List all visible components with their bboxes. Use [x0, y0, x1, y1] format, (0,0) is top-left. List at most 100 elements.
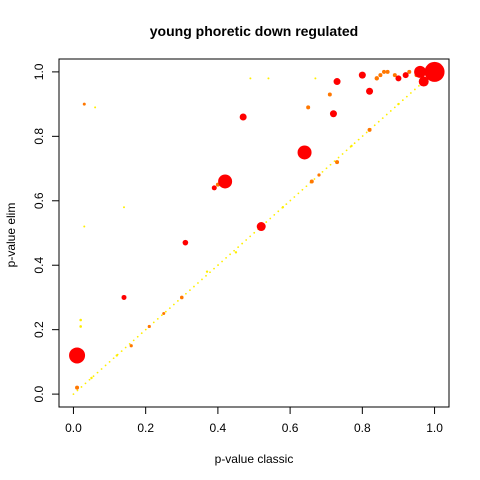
diagonal-point	[237, 246, 240, 249]
data-point	[374, 76, 379, 81]
data-point	[129, 344, 133, 348]
data-point	[82, 102, 86, 106]
diagonal-point	[124, 346, 127, 349]
diagonal-point	[221, 260, 223, 263]
diagonal-point	[197, 282, 199, 284]
diagonal-point	[136, 335, 139, 338]
diagonal-point	[172, 303, 175, 306]
x-tick-label: 1.0	[426, 421, 443, 435]
data-point	[115, 354, 118, 357]
diagonal-point	[273, 213, 276, 216]
diagonal-point	[249, 235, 252, 238]
data-point	[123, 206, 125, 209]
data-point	[297, 145, 312, 160]
diagonal-point	[144, 328, 147, 331]
data-point	[79, 325, 82, 328]
diagonal-point	[88, 378, 91, 381]
diagonal-point	[205, 274, 207, 277]
data-point	[329, 110, 337, 118]
diagonal-point	[96, 371, 99, 374]
x-tick-label: 0.6	[282, 421, 299, 435]
data-point	[397, 102, 400, 106]
data-point	[94, 106, 97, 109]
y-tick-label: 0.8	[32, 128, 46, 145]
diagonal-point	[225, 257, 227, 259]
diagonal-point	[373, 124, 376, 127]
diagonal-point	[241, 242, 244, 245]
diagonal-point	[104, 364, 107, 367]
diagonal-point	[168, 307, 171, 309]
diagonal-point	[293, 196, 296, 198]
diagonal-point	[305, 185, 308, 188]
diagonal-point	[132, 339, 135, 342]
data-point	[395, 75, 402, 82]
data-point	[309, 179, 314, 184]
diagonal-point	[233, 249, 236, 252]
data-point	[239, 113, 247, 121]
data-point	[218, 174, 233, 189]
data-point	[90, 376, 93, 380]
data-point	[121, 294, 127, 300]
y-axis: 0.0 0.2 0.4 0.6 0.8 1.0	[32, 63, 60, 402]
y-tick-label: 0.0	[32, 385, 46, 402]
x-tick-label: 0.2	[137, 421, 154, 435]
diagonal-point	[385, 113, 388, 116]
diagonal-point	[301, 188, 304, 191]
data-point	[407, 69, 412, 74]
diagonal-point	[108, 360, 111, 363]
y-tick-label: 0.6	[32, 192, 46, 209]
data-point	[69, 347, 86, 364]
data-point	[402, 72, 409, 79]
data-point	[211, 185, 217, 191]
data-point	[378, 73, 383, 78]
diagonal-point	[100, 368, 103, 370]
data-point	[267, 77, 270, 80]
data-point	[382, 69, 386, 74]
diagonal-point	[381, 117, 384, 120]
data-point	[367, 127, 372, 132]
diagonal-point	[193, 285, 195, 288]
data-point	[317, 173, 321, 177]
data-point	[182, 239, 189, 246]
diagonal-point	[80, 386, 83, 388]
diagonal-point	[345, 149, 348, 152]
diagonal-point	[313, 178, 316, 180]
diagonal-point	[189, 289, 191, 292]
x-tick-label: 0.0	[65, 421, 82, 435]
data-point	[256, 222, 266, 232]
diagonal-point	[341, 153, 344, 155]
data-point	[79, 318, 82, 322]
x-tick-label: 0.4	[210, 421, 227, 435]
diagonal-point	[357, 138, 360, 141]
diagonal-point	[413, 88, 416, 91]
data-point	[418, 76, 429, 87]
data-point	[205, 270, 209, 273]
data-point	[179, 295, 184, 300]
diagonal-point	[321, 170, 324, 173]
y-tick-label: 0.4	[32, 257, 46, 274]
diagonal-point	[229, 253, 232, 256]
diagonal-point	[84, 382, 87, 385]
diagonal-point	[120, 350, 123, 352]
data-point	[424, 61, 445, 82]
data-point	[350, 144, 353, 148]
diagonal-point	[337, 156, 340, 159]
diagonal-point	[112, 357, 115, 360]
diagonal-point	[365, 131, 368, 134]
plot-area	[69, 61, 445, 396]
diagonal-point	[213, 267, 215, 270]
diagonal-point	[209, 271, 211, 274]
diagonal-point	[128, 343, 131, 345]
diagonal-point	[201, 278, 203, 281]
data-point	[333, 78, 341, 86]
diagonal-point	[160, 314, 163, 317]
diagonal-point	[156, 317, 159, 320]
data-point	[281, 206, 285, 209]
diagonal-point	[277, 210, 280, 213]
diagonal-point	[269, 217, 272, 220]
data-point	[306, 105, 311, 110]
data-point	[358, 71, 366, 79]
data-point	[234, 251, 238, 254]
data-point	[314, 77, 317, 80]
